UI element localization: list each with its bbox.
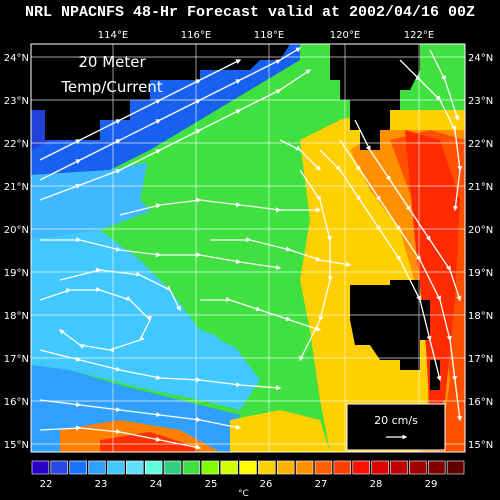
inset-title-line1: 20 Meter xyxy=(78,53,146,71)
y-tick-label: 16°N xyxy=(4,397,29,408)
inset-title: 20 Meter Temp/Current xyxy=(60,53,162,96)
colorbar-tick: 27 xyxy=(315,479,328,490)
y-tick-label: 19°N xyxy=(4,268,29,279)
colorbar-tick: 25 xyxy=(205,479,218,490)
x-tick-label: 120°E xyxy=(330,30,360,41)
temperature-colorbar xyxy=(31,460,465,475)
colorbar-swatch xyxy=(201,460,220,475)
colorbar-tick: 28 xyxy=(370,479,383,490)
colorbar-tick: 26 xyxy=(260,479,273,490)
y-axis-labels-right: 24°N 23°N 22°N 21°N 20°N 19°N 18°N 17°N … xyxy=(468,53,493,451)
x-tick-label: 114°E xyxy=(98,30,128,41)
y-tick-label: 23°N xyxy=(4,96,29,107)
colorbar-swatch xyxy=(258,460,276,475)
y-tick-label: 16°N xyxy=(468,397,493,408)
plot-frame xyxy=(30,43,466,453)
colorbar-tick-labels: 22 23 24 25 26 27 28 29 xyxy=(40,479,438,490)
map-title: NRL NPACNFS 48-Hr Forecast valid at 2002… xyxy=(24,4,476,21)
colorbar-swatch xyxy=(50,460,69,475)
current-streamlines xyxy=(39,47,463,450)
velocity-scale-box: 20 cm/s xyxy=(346,403,446,451)
y-tick-label: 21°N xyxy=(468,182,493,193)
y-tick-label: 18°N xyxy=(4,311,29,322)
colorbar-swatch xyxy=(31,460,50,475)
colorbar-tick: 24 xyxy=(150,479,163,490)
y-tick-label: 15°N xyxy=(4,440,29,451)
colorbar-swatch xyxy=(182,460,201,475)
colorbar-swatch xyxy=(163,460,182,475)
y-tick-label: 19°N xyxy=(468,268,493,279)
colorbar-swatch xyxy=(107,460,125,475)
colorbar-tick: 29 xyxy=(425,479,438,490)
y-tick-label: 21°N xyxy=(4,182,29,193)
colorbar-unit: °C xyxy=(238,489,249,499)
inset-title-line2: Temp/Current xyxy=(60,78,162,96)
colorbar-swatch xyxy=(390,460,408,475)
colorbar-swatch xyxy=(239,460,257,475)
y-tick-label: 24°N xyxy=(4,53,29,64)
y-tick-label: 22°N xyxy=(4,139,29,150)
x-axis-labels: 114°E 116°E 118°E 120°E 122°E xyxy=(98,30,434,41)
colorbar-swatch xyxy=(88,460,106,475)
colorbar-swatch xyxy=(352,460,370,475)
colorbar-swatch xyxy=(69,460,87,475)
colorbar-tick: 22 xyxy=(40,479,53,490)
y-tick-label: 17°N xyxy=(4,354,29,365)
x-tick-label: 122°E xyxy=(404,30,434,41)
y-tick-label: 24°N xyxy=(468,53,493,64)
colorbar-swatch xyxy=(220,460,238,475)
colorbar-swatch xyxy=(295,460,314,475)
colorbar-swatch xyxy=(314,460,333,475)
colorbar-swatch xyxy=(446,460,465,475)
y-tick-label: 20°N xyxy=(468,225,493,236)
y-tick-label: 17°N xyxy=(468,354,493,365)
colorbar-swatch xyxy=(333,460,352,475)
colorbar-swatch xyxy=(276,460,295,475)
y-axis-labels-left: 24°N 23°N 22°N 21°N 20°N 19°N 18°N 17°N … xyxy=(4,53,29,451)
colorbar-swatch xyxy=(144,460,163,475)
colorbar-swatch xyxy=(371,460,389,475)
colorbar-swatch xyxy=(409,460,427,475)
y-tick-label: 23°N xyxy=(468,96,493,107)
colorbar-swatch xyxy=(126,460,144,475)
colorbar-tick: 23 xyxy=(95,479,108,490)
y-tick-label: 22°N xyxy=(468,139,493,150)
y-tick-label: 20°N xyxy=(4,225,29,236)
y-tick-label: 18°N xyxy=(468,311,493,322)
x-tick-label: 118°E xyxy=(254,30,284,41)
y-tick-label: 15°N xyxy=(468,440,493,451)
scale-label: 20 cm/s xyxy=(374,414,418,427)
x-tick-label: 116°E xyxy=(181,30,211,41)
colorbar-swatch xyxy=(427,460,446,475)
